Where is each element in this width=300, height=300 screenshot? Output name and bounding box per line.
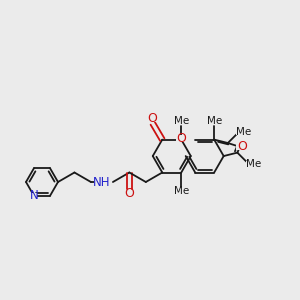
Text: N: N xyxy=(30,189,38,203)
FancyBboxPatch shape xyxy=(207,118,222,124)
FancyBboxPatch shape xyxy=(31,193,37,199)
FancyBboxPatch shape xyxy=(176,135,187,142)
Text: Me: Me xyxy=(174,116,189,126)
FancyBboxPatch shape xyxy=(174,188,189,194)
Text: O: O xyxy=(176,132,186,145)
FancyBboxPatch shape xyxy=(236,143,247,150)
Text: O: O xyxy=(147,112,157,125)
Text: Me: Me xyxy=(246,159,261,169)
FancyBboxPatch shape xyxy=(236,129,251,135)
Text: Me: Me xyxy=(236,127,251,137)
FancyBboxPatch shape xyxy=(146,115,157,122)
FancyBboxPatch shape xyxy=(126,190,133,197)
FancyBboxPatch shape xyxy=(94,178,110,185)
Text: Me: Me xyxy=(174,187,189,196)
Text: Me: Me xyxy=(207,116,222,126)
Text: NH: NH xyxy=(93,176,111,188)
FancyBboxPatch shape xyxy=(246,160,261,166)
Text: O: O xyxy=(237,140,247,153)
FancyBboxPatch shape xyxy=(174,118,189,124)
Text: O: O xyxy=(124,187,134,200)
